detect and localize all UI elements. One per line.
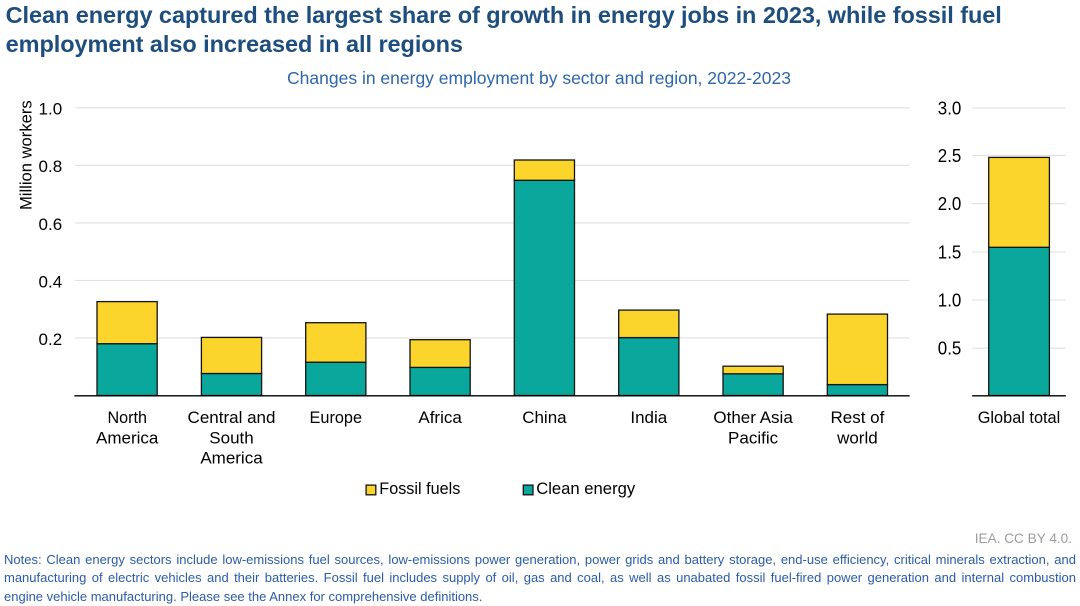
svg-text:America: America bbox=[96, 428, 159, 447]
svg-text:1.0: 1.0 bbox=[938, 290, 962, 310]
svg-text:3.0: 3.0 bbox=[938, 98, 962, 118]
svg-text:Africa: Africa bbox=[418, 408, 462, 427]
svg-text:Pacific: Pacific bbox=[728, 428, 779, 447]
svg-text:America: America bbox=[200, 449, 263, 468]
svg-text:China: China bbox=[522, 408, 567, 427]
svg-text:Rest of: Rest of bbox=[830, 408, 884, 427]
svg-text:Europe: Europe bbox=[310, 408, 363, 427]
svg-text:South: South bbox=[209, 428, 253, 447]
svg-text:2.0: 2.0 bbox=[938, 194, 962, 214]
svg-text:0.6: 0.6 bbox=[39, 215, 63, 234]
svg-text:India: India bbox=[630, 408, 667, 427]
svg-text:world: world bbox=[836, 428, 878, 447]
svg-text:Million workers: Million workers bbox=[16, 100, 35, 210]
svg-text:Global total: Global total bbox=[978, 408, 1061, 427]
svg-text:0.2: 0.2 bbox=[39, 330, 63, 349]
svg-text:Fossil fuels: Fossil fuels bbox=[379, 479, 460, 498]
svg-text:2.5: 2.5 bbox=[938, 146, 962, 166]
svg-text:0.5: 0.5 bbox=[938, 339, 962, 359]
svg-text:1.0: 1.0 bbox=[39, 100, 63, 119]
svg-text:0.8: 0.8 bbox=[39, 157, 63, 176]
svg-text:Central and: Central and bbox=[188, 408, 276, 427]
svg-text:1.5: 1.5 bbox=[938, 242, 962, 262]
svg-text:North: North bbox=[107, 408, 147, 427]
svg-text:Other Asia: Other Asia bbox=[713, 408, 793, 427]
svg-text:0.4: 0.4 bbox=[39, 272, 63, 291]
svg-text:Clean energy: Clean energy bbox=[536, 479, 635, 498]
